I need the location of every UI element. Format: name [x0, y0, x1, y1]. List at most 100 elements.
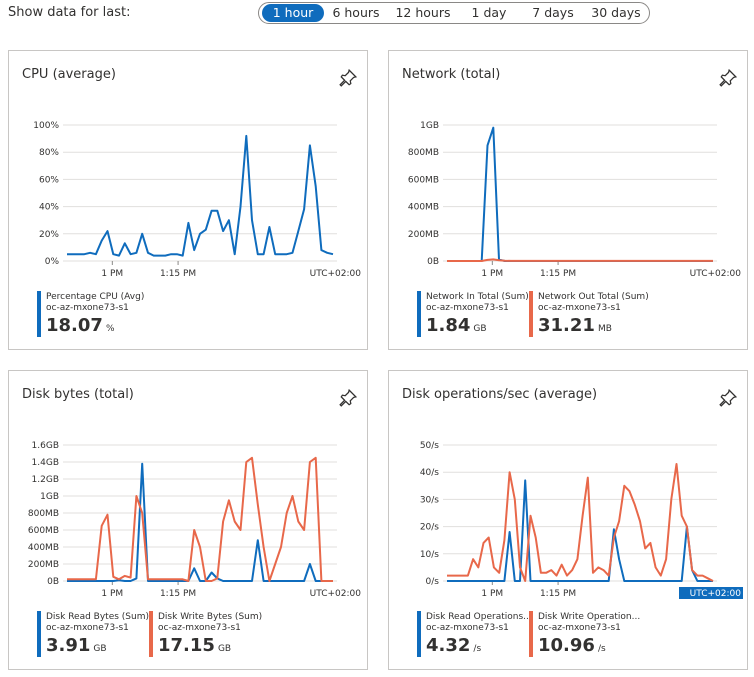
disk-bytes-chart: 0B 200MB 400MB 600MB 800MB 1GB 1.2GB 1.4GB 1.6GB… — [28, 441, 362, 599]
series-line-1 — [447, 126, 713, 262]
legend-name: Network In Total (Sum) — [426, 292, 529, 302]
legend-color — [529, 291, 533, 337]
x-tick-label: 1:15 PM — [160, 269, 196, 279]
range-7-days[interactable]: 7 days — [532, 5, 574, 20]
series-line-2 — [447, 258, 713, 262]
legend-name: Disk Write Bytes (Sum) — [158, 612, 263, 622]
y-tick-label: 600MB — [28, 526, 59, 536]
y-tick-label: 400MB — [408, 203, 439, 213]
legend-value: 18.07% — [46, 315, 115, 336]
y-tick-label: 1.6GB — [32, 441, 59, 451]
y-tick-label: 20/s — [420, 523, 439, 533]
y-tick-label: 800MB — [28, 509, 59, 519]
timezone-selected: UTC+02:00 — [679, 587, 743, 599]
y-tick-label: 400MB — [28, 543, 59, 553]
pin-icon[interactable] — [719, 389, 737, 407]
disk-bytes-card: Disk bytes (total) 0B 200MB 400MB 600MB 800M… — [8, 370, 368, 670]
y-tick-label: 200MB — [28, 560, 59, 570]
y-tick-label: 1GB — [40, 492, 59, 502]
series-line-1 — [67, 462, 333, 582]
y-tick-label: 60% — [39, 175, 59, 185]
range-1-day[interactable]: 1 day — [471, 5, 507, 20]
legend-value: 31.21 MB — [538, 315, 612, 336]
x-tick-label: 1 PM — [481, 589, 503, 599]
y-tick-label: 10/s — [420, 550, 439, 560]
disk-ops-card: Disk operations/sec (average) 0/s 10/s 20/… — [388, 370, 748, 670]
legend-resource: oc-az-mxone73-s1 — [46, 303, 129, 313]
y-tick-label: 1.4GB — [32, 458, 59, 468]
timezone-label: UTC+02:00 — [310, 269, 362, 279]
legend-color — [417, 291, 421, 337]
series-line-1 — [67, 134, 334, 257]
y-tick-label: 0/s — [426, 577, 440, 587]
pin-icon[interactable] — [339, 389, 357, 407]
y-tick-label: 40/s — [420, 468, 439, 478]
y-tick-label: 200MB — [408, 230, 439, 240]
card-title: Disk bytes (total) — [22, 387, 134, 402]
y-tick-label: 800MB — [408, 148, 439, 158]
timezone-label: UTC+02:00 — [690, 589, 742, 599]
y-tick-label: 0B — [47, 577, 59, 587]
series-line-1 — [447, 479, 713, 582]
range-6-hours[interactable]: 6 hours — [332, 5, 380, 20]
timezone-label: UTC+02:00 — [310, 589, 362, 599]
legend-value: 3.91 GB — [46, 635, 107, 656]
card-title: Disk operations/sec (average) — [402, 387, 598, 402]
legend-name: Disk Read Operations... — [426, 612, 532, 622]
pin-icon[interactable] — [719, 69, 737, 87]
legend-color — [417, 611, 421, 657]
x-tick-label: 1:15 PM — [160, 589, 196, 599]
y-tick-label: 1.2GB — [32, 475, 59, 485]
legend-value: 4.32/s — [426, 635, 482, 656]
x-tick-label: 1:15 PM — [540, 269, 576, 279]
legend-name: Disk Write Operation... — [538, 612, 641, 622]
legend-resource: oc-az-mxone73-s1 — [426, 623, 509, 633]
legend-resource: oc-az-mxone73-s1 — [538, 303, 621, 313]
x-tick-label: 1 PM — [481, 269, 503, 279]
legend-name: Network Out Total (Sum) — [538, 292, 649, 302]
legend-color — [37, 611, 41, 657]
pin-icon[interactable] — [339, 69, 357, 87]
legend-resource: oc-az-mxone73-s1 — [426, 303, 509, 313]
x-tick-label: 1:15 PM — [540, 589, 576, 599]
y-tick-label: 30/s — [420, 495, 439, 505]
card-title: CPU (average) — [22, 67, 116, 82]
legend-resource: oc-az-mxone73-s1 — [46, 623, 129, 633]
y-tick-label: 50/s — [420, 441, 439, 451]
range-1-hour[interactable]: 1 hour — [262, 4, 324, 22]
legend-value: 1.84 GB — [426, 315, 487, 336]
show-data-label: Show data for last: — [8, 5, 131, 20]
disk-ops-chart: 0/s 10/s 20/s 30/s 40/s 50/s 1 PM 1:15 PM UTC+02… — [420, 441, 743, 599]
legend-color — [529, 611, 533, 657]
network-card: Network (total) 0B 200MB 400MB 600MB 800MB 1G… — [388, 50, 748, 350]
range-12-hours[interactable]: 12 hours — [395, 5, 451, 20]
timezone-highlight — [679, 587, 743, 599]
range-30-days[interactable]: 30 days — [591, 5, 641, 20]
y-tick-label: 40% — [39, 203, 59, 213]
legend-value: 10.96/s — [538, 635, 606, 656]
cpu-chart: 0% 20% 40% 60% 80% 100% 1 PM 1:15 PM UTC+02:00 — [33, 121, 362, 279]
y-tick-label: 0B — [427, 257, 439, 267]
card-title: Network (total) — [402, 67, 501, 82]
y-tick-label: 20% — [39, 230, 59, 240]
cpu-card: CPU (average) 0% 20% 40% 60% 80% 100% 1 PM 1:15… — [8, 50, 368, 350]
legend-resource: oc-az-mxone73-s1 — [538, 623, 621, 633]
y-tick-label: 100% — [33, 121, 59, 131]
series-line-2 — [67, 456, 333, 582]
x-tick-label: 1 PM — [101, 269, 123, 279]
time-range-selector: 1 hour 6 hours 12 hours 1 day 7 days 30 … — [258, 2, 650, 24]
legend-color — [37, 291, 41, 337]
series-line-2 — [447, 463, 714, 582]
time-range-bar: Show data for last: 1 hour 6 hours 12 ho… — [0, 0, 754, 28]
legend-resource: oc-az-mxone73-s1 — [158, 623, 241, 633]
y-tick-label: 0% — [45, 257, 60, 267]
x-tick-label: 1 PM — [101, 589, 123, 599]
y-tick-label: 1GB — [420, 121, 439, 131]
timezone-label: UTC+02:00 — [690, 269, 742, 279]
y-tick-label: 600MB — [408, 175, 439, 185]
legend-name: Percentage CPU (Avg) — [46, 292, 145, 302]
network-chart: 0B 200MB 400MB 600MB 800MB 1GB 1 PM 1:15 PM UTC+… — [408, 121, 742, 279]
y-tick-label: 80% — [39, 148, 59, 158]
legend-name: Disk Read Bytes (Sum) — [46, 612, 149, 622]
legend-value: 17.15 GB — [158, 635, 232, 656]
